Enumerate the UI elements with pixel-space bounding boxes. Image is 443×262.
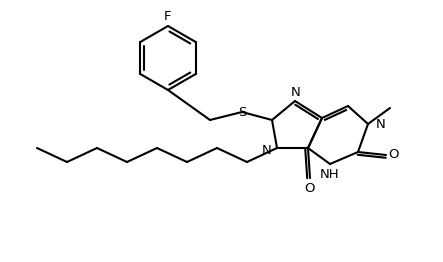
Text: O: O	[305, 182, 315, 194]
Text: N: N	[262, 144, 272, 156]
Text: N: N	[291, 86, 301, 100]
Text: NH: NH	[320, 167, 340, 181]
Text: N: N	[376, 117, 386, 130]
Text: F: F	[164, 10, 172, 24]
Text: S: S	[238, 106, 246, 118]
Text: O: O	[389, 149, 399, 161]
